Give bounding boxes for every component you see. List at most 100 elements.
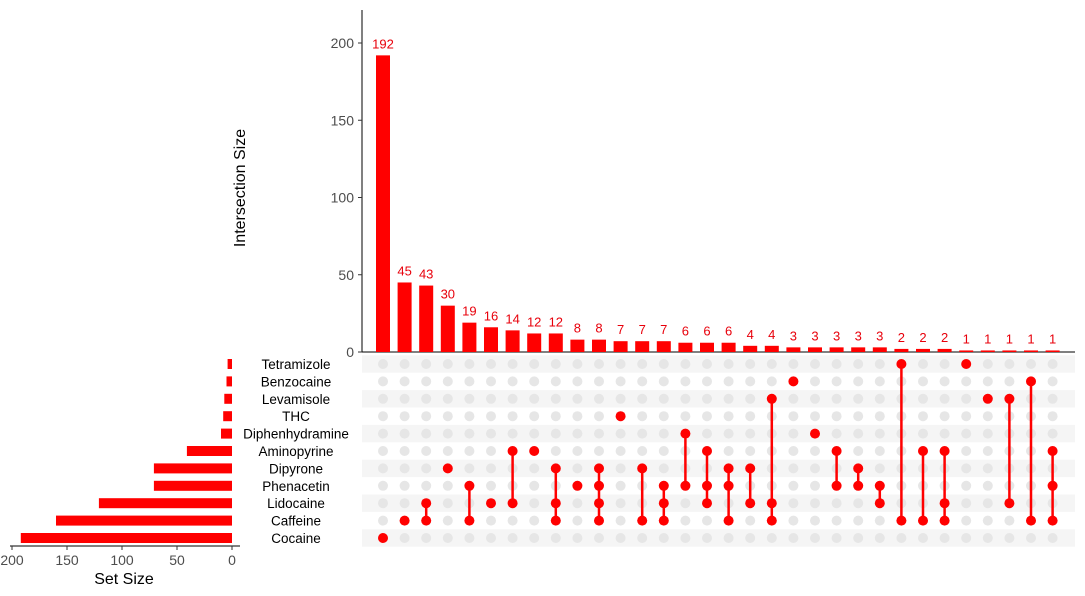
intersection-bar bbox=[829, 347, 844, 352]
matrix-dot-inactive bbox=[961, 480, 972, 491]
matrix-dot-inactive bbox=[745, 359, 756, 369]
matrix-row-stripe bbox=[362, 390, 1075, 408]
matrix-dot-inactive bbox=[810, 359, 820, 369]
matrix-dot-inactive bbox=[810, 376, 820, 387]
y-tick-label: 50 bbox=[338, 267, 354, 283]
matrix-dot-inactive bbox=[788, 411, 799, 422]
matrix-dot-active bbox=[939, 515, 950, 526]
matrix-dot-inactive bbox=[529, 393, 540, 404]
matrix-dot-inactive bbox=[702, 428, 712, 439]
matrix-row-stripe bbox=[362, 424, 1075, 443]
matrix-dot-inactive bbox=[550, 446, 561, 456]
matrix-dot-inactive bbox=[745, 446, 756, 456]
matrix-dot-inactive bbox=[615, 428, 626, 439]
matrix-dot-inactive bbox=[702, 376, 712, 387]
matrix-dot-inactive bbox=[788, 480, 799, 491]
matrix-dot-active bbox=[766, 498, 777, 509]
matrix-dot-inactive bbox=[421, 533, 432, 543]
intersection-bar bbox=[743, 345, 758, 352]
matrix-dot-active bbox=[378, 533, 388, 543]
matrix-dot-inactive bbox=[378, 515, 388, 526]
intersection-bar bbox=[980, 350, 995, 352]
matrix-dot-active bbox=[939, 446, 950, 456]
matrix-dot-inactive bbox=[1004, 359, 1015, 369]
matrix-dot-inactive bbox=[680, 411, 691, 422]
intersection-bar bbox=[1024, 350, 1038, 352]
matrix-row-stripe bbox=[362, 459, 1075, 478]
matrix-dot-inactive bbox=[961, 533, 972, 543]
set-size-bar bbox=[226, 376, 232, 387]
matrix-dot-inactive bbox=[464, 533, 475, 543]
intersection-bar-label: 12 bbox=[549, 314, 563, 329]
intersection-bar-label: 8 bbox=[595, 321, 602, 336]
matrix-dot-inactive bbox=[464, 393, 475, 404]
matrix-dot-inactive bbox=[766, 533, 777, 543]
matrix-dot-inactive bbox=[529, 376, 540, 387]
matrix-dot-inactive bbox=[442, 393, 453, 404]
matrix-dot-inactive bbox=[939, 428, 950, 439]
matrix-dot-inactive bbox=[658, 411, 669, 422]
matrix-dot-inactive bbox=[874, 463, 885, 474]
matrix-dot-inactive bbox=[615, 498, 626, 509]
intersection-bar bbox=[419, 285, 434, 352]
matrix-dot-inactive bbox=[637, 393, 648, 404]
matrix-dot-inactive bbox=[745, 428, 756, 439]
intersection-bar-label: 3 bbox=[833, 328, 840, 343]
matrix-dot-inactive bbox=[615, 359, 626, 369]
matrix-dot-inactive bbox=[810, 498, 820, 509]
matrix-dot-inactive bbox=[982, 515, 993, 526]
matrix-dot-inactive bbox=[529, 515, 540, 526]
intersection-bar-label: 6 bbox=[703, 324, 710, 339]
matrix-dot-inactive bbox=[442, 359, 453, 369]
matrix-dot-inactive bbox=[399, 428, 410, 439]
matrix-dot-inactive bbox=[831, 515, 842, 526]
matrix-dot-inactive bbox=[680, 498, 691, 509]
matrix-dot-inactive bbox=[961, 428, 972, 439]
matrix-dot-inactive bbox=[378, 428, 388, 439]
matrix-dot-inactive bbox=[788, 393, 799, 404]
matrix-dot-inactive bbox=[874, 393, 885, 404]
matrix-dot-inactive bbox=[918, 428, 928, 439]
set-name-label: Phenacetin bbox=[262, 479, 330, 494]
matrix-dot-active bbox=[745, 498, 756, 509]
matrix-dot-inactive bbox=[853, 533, 864, 543]
intersection-bar bbox=[505, 330, 520, 352]
matrix-dot-active bbox=[874, 480, 885, 491]
intersection-bar-label: 16 bbox=[484, 308, 498, 323]
intersection-bar-label: 45 bbox=[397, 263, 411, 278]
intersection-bar-label: 6 bbox=[682, 324, 689, 339]
matrix-dot-active bbox=[918, 446, 928, 456]
matrix-dot-inactive bbox=[874, 533, 885, 543]
matrix-dot-inactive bbox=[874, 446, 885, 456]
matrix-dot-inactive bbox=[939, 393, 950, 404]
matrix-dot-inactive bbox=[486, 359, 496, 369]
intersection-bar bbox=[440, 305, 455, 352]
matrix-dot-inactive bbox=[788, 446, 799, 456]
matrix-dot-active bbox=[550, 515, 561, 526]
matrix-dot-inactive bbox=[464, 463, 475, 474]
matrix-dot-inactive bbox=[550, 411, 561, 422]
intersection-bar bbox=[959, 350, 974, 352]
matrix-dot-inactive bbox=[918, 411, 928, 422]
intersection-bar bbox=[916, 348, 930, 352]
set-name-label: Dipyrone bbox=[269, 461, 323, 476]
matrix-dot-active bbox=[1047, 480, 1058, 491]
matrix-dot-inactive bbox=[810, 463, 820, 474]
intersection-bar bbox=[700, 342, 714, 352]
matrix-dot-inactive bbox=[594, 376, 604, 387]
matrix-dot-active bbox=[831, 480, 842, 491]
intersection-bar bbox=[894, 348, 909, 352]
intersection-bar bbox=[570, 339, 585, 352]
matrix-dot-active bbox=[723, 515, 734, 526]
set-name-label: Tetramizole bbox=[261, 357, 330, 372]
matrix-dot-inactive bbox=[918, 393, 928, 404]
matrix-dot-inactive bbox=[594, 533, 604, 543]
matrix-dot-active bbox=[853, 463, 864, 474]
matrix-dot-inactive bbox=[918, 533, 928, 543]
intersection-bar-label: 2 bbox=[941, 330, 948, 345]
matrix-dot-active bbox=[853, 480, 864, 491]
set-name-label: Levamisole bbox=[262, 392, 330, 407]
intersection-bar-label: 1 bbox=[1049, 331, 1056, 346]
matrix-dot-inactive bbox=[378, 411, 388, 422]
intersection-bar-label: 19 bbox=[462, 304, 476, 319]
